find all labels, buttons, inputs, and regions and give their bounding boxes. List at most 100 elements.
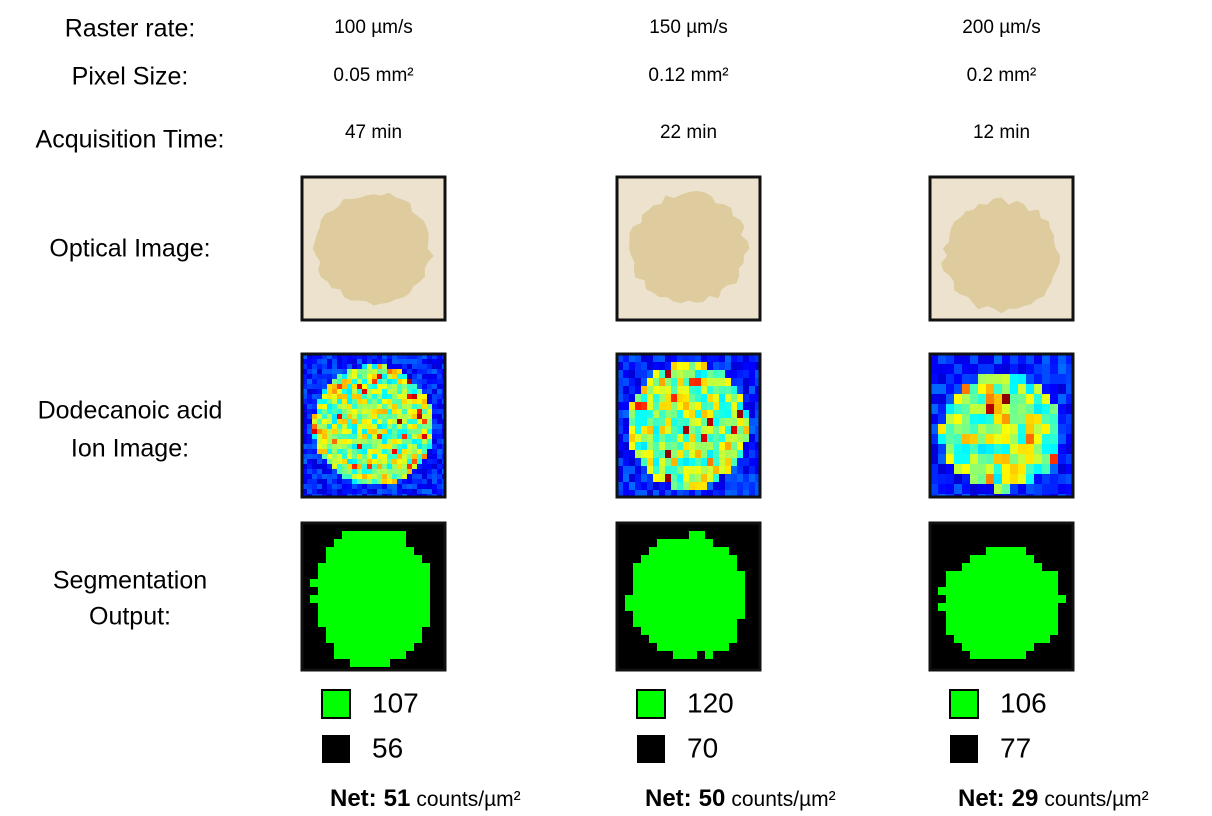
row-label: Raster rate: xyxy=(65,15,196,43)
ion-pixel xyxy=(422,359,427,364)
segment-pixel xyxy=(633,611,641,619)
ion-pixel xyxy=(635,458,641,466)
ion-pixel xyxy=(1042,484,1050,494)
ion-pixel xyxy=(635,378,641,386)
segment-pixel xyxy=(994,555,1002,563)
ion-pixel xyxy=(382,449,387,454)
ion-pixel xyxy=(417,389,422,394)
segment-pixel xyxy=(705,563,713,571)
segment-pixel xyxy=(358,603,366,611)
ion-pixel xyxy=(701,450,707,458)
ion-pixel xyxy=(357,374,362,379)
ion-pixel xyxy=(623,378,629,386)
ion-pixel xyxy=(392,479,397,484)
segment-pixel xyxy=(1002,555,1010,563)
segment-pixel xyxy=(374,651,382,659)
ion-pixel xyxy=(322,364,327,369)
ion-pixel xyxy=(317,414,322,419)
segment-pixel xyxy=(342,547,350,555)
segment-pixel xyxy=(673,571,681,579)
ion-pixel xyxy=(332,464,337,469)
ion-pixel xyxy=(342,369,347,374)
segment-pixel xyxy=(414,571,422,579)
ion-pixel xyxy=(683,442,689,450)
ion-pixel xyxy=(397,399,402,404)
ion-pixel xyxy=(713,482,719,490)
ion-pixel xyxy=(342,419,347,424)
ion-pixel xyxy=(1002,364,1010,374)
ion-pixel xyxy=(317,424,322,429)
ion-pixel xyxy=(1050,384,1058,394)
ion-pixel xyxy=(352,359,357,364)
segment-pixel xyxy=(326,603,334,611)
ion-pixel xyxy=(1018,454,1026,464)
ion-pixel xyxy=(707,458,713,466)
ion-pixel xyxy=(719,450,725,458)
ion-pixel xyxy=(382,364,387,369)
ion-pixel xyxy=(407,444,412,449)
ion-pixel xyxy=(1026,404,1034,414)
ion-pixel xyxy=(978,394,986,404)
segment-pixel xyxy=(705,539,713,547)
ion-pixel xyxy=(994,444,1002,454)
segment-pixel xyxy=(697,619,705,627)
ion-pixel xyxy=(427,439,432,444)
ion-pixel xyxy=(641,458,647,466)
ion-pixel xyxy=(725,410,731,418)
ion-pixel xyxy=(1010,374,1018,384)
ion-pixel xyxy=(402,424,407,429)
ion-pixel xyxy=(647,386,653,394)
ion-pixel xyxy=(402,384,407,389)
ion-pixel xyxy=(317,489,322,494)
ion-pixel xyxy=(407,369,412,374)
foreground-count: 107 xyxy=(372,687,419,718)
ion-pixel xyxy=(671,482,677,490)
ion-pixel xyxy=(641,442,647,450)
segment-pixel xyxy=(382,571,390,579)
segment-pixel xyxy=(649,635,657,643)
ion-pixel xyxy=(362,484,367,489)
ion-pixel xyxy=(427,394,432,399)
segment-pixel xyxy=(673,555,681,563)
ion-pixel xyxy=(1026,374,1034,384)
ion-pixel xyxy=(377,374,382,379)
ion-pixel xyxy=(713,370,719,378)
segment-pixel xyxy=(398,587,406,595)
segment-pixel xyxy=(1026,643,1034,651)
ion-pixel xyxy=(1026,444,1034,454)
ion-pixel xyxy=(970,394,978,404)
segment-pixel xyxy=(366,595,374,603)
ion-pixel xyxy=(317,479,322,484)
segment-pixel xyxy=(1034,595,1042,603)
ion-pixel xyxy=(432,469,437,474)
ion-pixel xyxy=(407,394,412,399)
ion-pixel xyxy=(362,429,367,434)
ion-pixel xyxy=(352,439,357,444)
segment-pixel xyxy=(681,603,689,611)
ion-pixel xyxy=(432,374,437,379)
ion-pixel xyxy=(719,370,725,378)
ion-pixel xyxy=(352,404,357,409)
ion-pixel xyxy=(427,459,432,464)
segment-pixel xyxy=(342,603,350,611)
ion-pixel xyxy=(357,469,362,474)
ion-pixel xyxy=(978,424,986,434)
ion-pixel xyxy=(707,466,713,474)
ion-pixel xyxy=(417,404,422,409)
segment-pixel xyxy=(665,587,673,595)
ion-pixel xyxy=(422,449,427,454)
segment-pixel xyxy=(350,643,358,651)
segment-pixel xyxy=(1026,595,1034,603)
ion-pixel xyxy=(407,399,412,404)
ion-pixel xyxy=(970,374,978,384)
ion-pixel xyxy=(437,464,442,469)
ion-pixel xyxy=(938,384,946,394)
ion-pixel xyxy=(372,449,377,454)
ion-pixel xyxy=(1002,394,1010,404)
ion-pixel xyxy=(307,359,312,364)
segment-pixel xyxy=(350,619,358,627)
segment-pixel xyxy=(350,563,358,571)
ion-pixel xyxy=(437,379,442,384)
segment-pixel xyxy=(737,603,745,611)
ion-pixel xyxy=(407,374,412,379)
